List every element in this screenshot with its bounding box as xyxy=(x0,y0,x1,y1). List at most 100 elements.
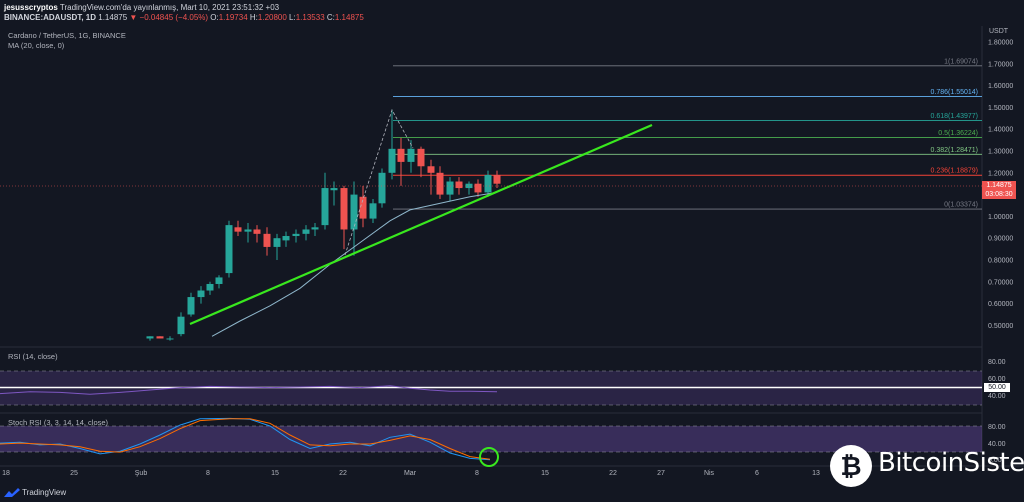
fib-level-label: 0.618(1.43977) xyxy=(931,113,978,120)
candle xyxy=(253,225,261,243)
candle xyxy=(244,222,252,243)
rsi-line xyxy=(0,385,498,395)
fib-level-label: 1(1.69074) xyxy=(944,58,978,65)
candle xyxy=(156,336,164,339)
candle xyxy=(446,177,454,202)
price-axis[interactable]: 1.80000 1.70000 1.60000 1.50000 1.40000 1.300… xyxy=(988,40,1013,330)
candle xyxy=(436,166,444,199)
stoch-rsi-legend[interactable]: Stoch RSI (3, 3, 14, 14, close) xyxy=(8,418,109,427)
stoch-tick-label: 0.00 xyxy=(988,457,1002,464)
time-tick-label: Mar xyxy=(404,470,417,477)
price-tick-label: 1.80000 xyxy=(988,40,1013,47)
high-value: 1.20800 xyxy=(257,13,287,22)
candle xyxy=(417,146,425,178)
candle xyxy=(350,181,358,256)
time-tick-label: 25 xyxy=(70,470,78,477)
author-name[interactable]: jesusscryptos xyxy=(4,3,58,12)
tradingview-icon xyxy=(4,488,20,498)
candle xyxy=(427,159,435,195)
current-price-tag: 1.14875 03:08:30 xyxy=(982,181,1016,199)
candle xyxy=(187,292,195,317)
zigzag-line xyxy=(344,108,414,256)
candlesticks xyxy=(146,109,501,341)
candle xyxy=(378,168,386,208)
symbol-legend[interactable]: Cardano / TetherUS, 1G, BINANCE xyxy=(8,31,126,40)
price-tick-label: 0.90000 xyxy=(988,236,1013,243)
published-date: TradingView.com'da yayınlanmış, Mart 10,… xyxy=(59,3,280,12)
tradingview-logo[interactable]: TradingView xyxy=(4,488,66,498)
time-tick-label: 13 xyxy=(812,470,820,477)
time-axis[interactable]: 18 25 Şub 8 15 22 Mar 8 15 22 27 Nis 6 13 xyxy=(2,470,820,477)
price-tick-label: 0.60000 xyxy=(988,301,1013,308)
open-value: 1.19734 xyxy=(218,13,248,22)
price-tick-label: 0.80000 xyxy=(988,258,1013,265)
candle xyxy=(474,179,482,197)
svg-text:₿: ₿ xyxy=(840,452,861,482)
candle xyxy=(465,181,473,195)
price-tick-label: 0.70000 xyxy=(988,279,1013,286)
rsi-legend[interactable]: RSI (14, close) xyxy=(8,352,58,361)
footer xyxy=(0,485,1024,502)
candle xyxy=(146,336,154,341)
close-value: 1.14875 xyxy=(334,13,364,22)
highlight-circle xyxy=(479,447,499,467)
price-tick-label: 1.70000 xyxy=(988,61,1013,68)
price-tick-label: 1.50000 xyxy=(988,105,1013,112)
price-tick-label: 0.50000 xyxy=(988,323,1013,330)
candle xyxy=(197,286,205,304)
stoch-tick-label: 80.00 xyxy=(988,424,1006,431)
time-tick-label: 8 xyxy=(206,470,210,477)
candle xyxy=(206,281,214,295)
candle xyxy=(340,185,348,250)
candle xyxy=(369,198,377,223)
ticker-info: BINANCE:ADAUSDT, 1D 1.14875 ▼ −0.04845 (… xyxy=(4,13,364,22)
rsi-value-tag: 50.00 xyxy=(984,383,1010,392)
price-tick-label: 1.40000 xyxy=(988,127,1013,134)
publish-info: jesusscryptos TradingView.com'da yayınla… xyxy=(4,3,279,12)
ma-legend[interactable]: MA (20, close, 0) xyxy=(8,41,65,50)
time-tick-label: 18 xyxy=(2,470,10,477)
candle xyxy=(263,227,271,256)
price-tick-label: 1.60000 xyxy=(988,83,1013,90)
bitcoinsistemi-logo-mark: ₿ xyxy=(830,445,872,487)
price-tick-label: 1.00000 xyxy=(988,214,1013,221)
candle xyxy=(484,170,492,197)
time-tick-label: Şub xyxy=(135,470,148,477)
trend-line[interactable] xyxy=(189,123,653,326)
price-change: ▼ −0.04845 (−4.05%) xyxy=(129,13,209,22)
fib-level-label: 0.5(1.36224) xyxy=(938,130,978,137)
time-tick-label: 22 xyxy=(609,470,617,477)
candle xyxy=(292,229,300,243)
candle xyxy=(282,231,290,247)
rsi-tick-label: 80.00 xyxy=(988,359,1006,366)
time-tick-label: 6 xyxy=(755,470,759,477)
candle xyxy=(234,220,242,237)
candle xyxy=(177,312,185,337)
ma-line xyxy=(211,191,498,337)
time-tick-label: 27 xyxy=(657,470,665,477)
candle xyxy=(388,109,396,180)
price-tick-label: 1.30000 xyxy=(988,149,1013,156)
price-tick-label: 1.20000 xyxy=(988,170,1013,177)
fib-level-label: 0.786(1.55014) xyxy=(931,89,978,96)
time-tick-label: 8 xyxy=(475,470,479,477)
stoch-tick-label: 40.00 xyxy=(988,441,1006,448)
bitcoinsistemi-watermark: BitcoinSistemi xyxy=(878,448,1024,478)
stoch-d-line xyxy=(0,418,491,460)
candle xyxy=(311,222,319,237)
candle xyxy=(166,336,174,341)
time-tick-label: 15 xyxy=(271,470,279,477)
fibonacci-retracement[interactable]: 1(1.69074) 0.786(1.55014) 0.618(1.43977) 0.… xyxy=(393,58,982,210)
candle xyxy=(215,275,223,289)
rsi-tick-label: 40.00 xyxy=(988,393,1006,400)
candle xyxy=(321,172,329,230)
fib-level-label: 0.236(1.18879) xyxy=(931,168,978,175)
rsi-tick-label: 60.00 xyxy=(988,376,1006,383)
candle xyxy=(359,185,367,228)
candle xyxy=(330,181,338,206)
time-tick-label: 22 xyxy=(339,470,347,477)
candle xyxy=(225,220,233,278)
ticker: BINANCE:ADAUSDT, 1D xyxy=(4,13,97,22)
candle xyxy=(302,225,310,241)
chart-canvas[interactable]: 1.80000 1.70000 1.60000 1.50000 1.40000 1.300… xyxy=(0,0,1024,485)
